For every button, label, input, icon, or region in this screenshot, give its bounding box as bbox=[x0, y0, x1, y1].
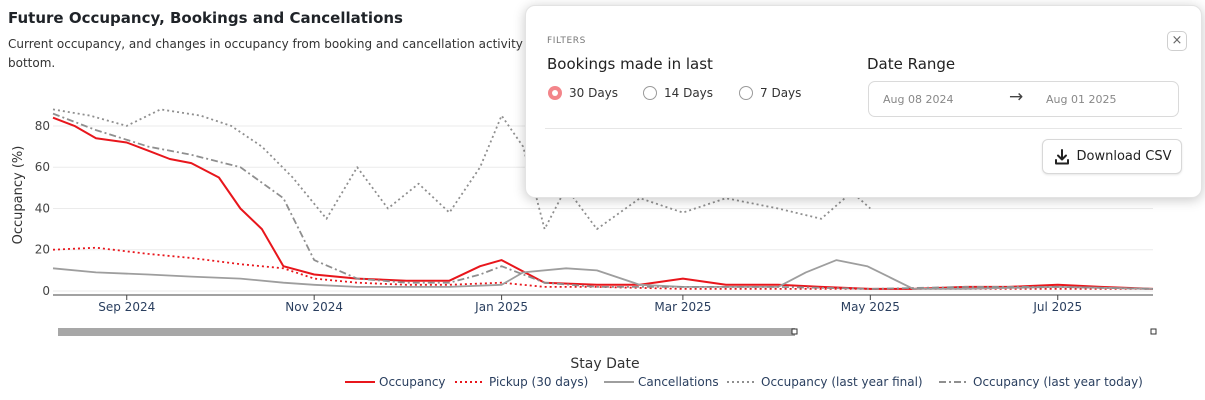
close-filters-button[interactable]: × bbox=[1167, 31, 1187, 51]
download-icon bbox=[1054, 148, 1069, 164]
close-icon: × bbox=[1171, 33, 1183, 48]
legend-label[interactable]: Cancellations bbox=[638, 375, 719, 389]
series-line-3[interactable] bbox=[52, 259, 1154, 290]
date-range-title: Date Range bbox=[867, 55, 956, 73]
legend-label[interactable]: Occupancy (last year final) bbox=[761, 375, 923, 389]
download-csv-button[interactable]: Download CSV bbox=[1042, 139, 1182, 174]
y-tick-label: 40 bbox=[35, 201, 50, 215]
y-tick-label: 80 bbox=[35, 119, 50, 133]
date-end-input[interactable]: Aug 01 2025 bbox=[1046, 93, 1117, 106]
download-csv-label: Download CSV bbox=[1076, 149, 1172, 164]
filters-divider bbox=[545, 128, 1182, 129]
y-axis-title: Occupancy (%) bbox=[11, 146, 26, 245]
x-axis-ticks: Sep 2024 Nov 2024 Jan 2025 Mar 2025 May 2025… bbox=[98, 295, 1082, 314]
date-start-input[interactable]: Aug 08 2024 bbox=[883, 93, 954, 106]
y-axis-ticks: 0 20 40 60 80 bbox=[35, 119, 50, 298]
x-tick-label: Mar 2025 bbox=[654, 300, 711, 314]
range-slider-handle-right[interactable] bbox=[1150, 328, 1157, 335]
series-line-4[interactable] bbox=[52, 108, 871, 230]
radio-14-days[interactable]: 14 Days bbox=[643, 84, 713, 102]
chart-title: Future Occupancy, Bookings and Cancellat… bbox=[8, 9, 403, 27]
x-tick-label: May 2025 bbox=[841, 300, 900, 314]
bookings-window-title: Bookings made in last bbox=[547, 55, 713, 73]
radio-label-14-days: 14 Days bbox=[664, 86, 714, 100]
radio-label-7-days: 7 Days bbox=[760, 86, 802, 100]
date-range-picker[interactable]: Aug 08 2024 → Aug 01 2025 bbox=[868, 81, 1179, 117]
filters-panel: FILTERS × Bookings made in last 30 Days … bbox=[525, 5, 1202, 198]
subtitle-line-1: Current occupancy, and changes in occupa… bbox=[8, 37, 554, 51]
radio-30-days[interactable]: 30 Days bbox=[548, 84, 618, 102]
chart-subtitle: Current occupancy, and changes in occupa… bbox=[8, 35, 554, 73]
x-axis-title: Stay Date bbox=[570, 356, 639, 372]
x-tick-label: Jul 2025 bbox=[1032, 300, 1082, 314]
chart-series[interactable] bbox=[52, 108, 1154, 290]
range-slider-selection[interactable] bbox=[58, 328, 795, 336]
subtitle-line-2: bottom. bbox=[8, 56, 56, 70]
filters-section-label: FILTERS bbox=[547, 36, 586, 46]
radio-7-days[interactable]: 7 Days bbox=[739, 84, 801, 102]
chart-legend[interactable]: Occupancy Pickup (30 days) Cancellations Oc… bbox=[345, 375, 1143, 389]
legend-label[interactable]: Occupancy (last year today) bbox=[973, 375, 1143, 389]
range-slider-handle-left[interactable] bbox=[791, 328, 798, 335]
radio-unchecked-icon bbox=[739, 86, 753, 100]
series-line-5[interactable] bbox=[52, 112, 1154, 290]
y-tick-label: 60 bbox=[35, 160, 50, 174]
legend-label[interactable]: Pickup (30 days) bbox=[489, 375, 588, 389]
y-tick-label: 0 bbox=[42, 284, 50, 298]
y-tick-label: 20 bbox=[35, 243, 50, 257]
radio-checked-icon bbox=[548, 86, 562, 100]
x-tick-label: Nov 2024 bbox=[285, 300, 343, 314]
legend-label[interactable]: Occupancy bbox=[379, 375, 446, 389]
series-line-2[interactable] bbox=[52, 246, 1153, 290]
arrow-right-icon: → bbox=[1009, 87, 1024, 107]
x-tick-label: Jan 2025 bbox=[474, 300, 528, 314]
radio-unchecked-icon bbox=[643, 86, 657, 100]
radio-label-30-days: 30 Days bbox=[569, 86, 619, 100]
x-tick-label: Sep 2024 bbox=[98, 300, 155, 314]
